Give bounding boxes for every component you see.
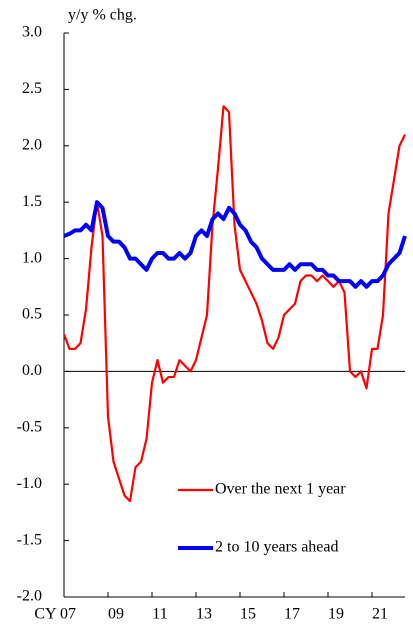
x-tick-label: 09 xyxy=(108,606,124,623)
y-tick-label: 0.5 xyxy=(22,306,42,323)
y-tick-label: 2.0 xyxy=(22,136,42,153)
x-tick-label: 19 xyxy=(328,606,344,623)
y-tick-label: 1.5 xyxy=(22,193,42,210)
legend-label: 2 to 10 years ahead xyxy=(215,539,339,556)
x-tick-label: 21 xyxy=(372,606,388,623)
x-tick-label: 15 xyxy=(240,606,256,623)
series-line xyxy=(63,200,407,289)
y-tick-label: 3.0 xyxy=(22,24,42,41)
legend-label: Over the next 1 year xyxy=(215,481,346,498)
x-tick-label: 11 xyxy=(152,606,167,623)
x-tick-label: 13 xyxy=(196,606,212,623)
y-tick-label: 2.5 xyxy=(22,80,42,97)
y-axis-label: y/y % chg. xyxy=(68,7,137,24)
y-tick-label: -2.0 xyxy=(17,588,42,605)
y-tick-label: 0.0 xyxy=(22,362,42,379)
x-tick-label: CY 07 xyxy=(34,606,76,623)
y-tick-label: 1.0 xyxy=(22,249,42,266)
y-tick-label: -1.0 xyxy=(17,475,42,492)
x-tick-label: 17 xyxy=(284,606,300,623)
y-tick-label: -1.5 xyxy=(17,531,42,548)
y-tick-label: -0.5 xyxy=(17,418,42,435)
series-line xyxy=(62,105,406,503)
